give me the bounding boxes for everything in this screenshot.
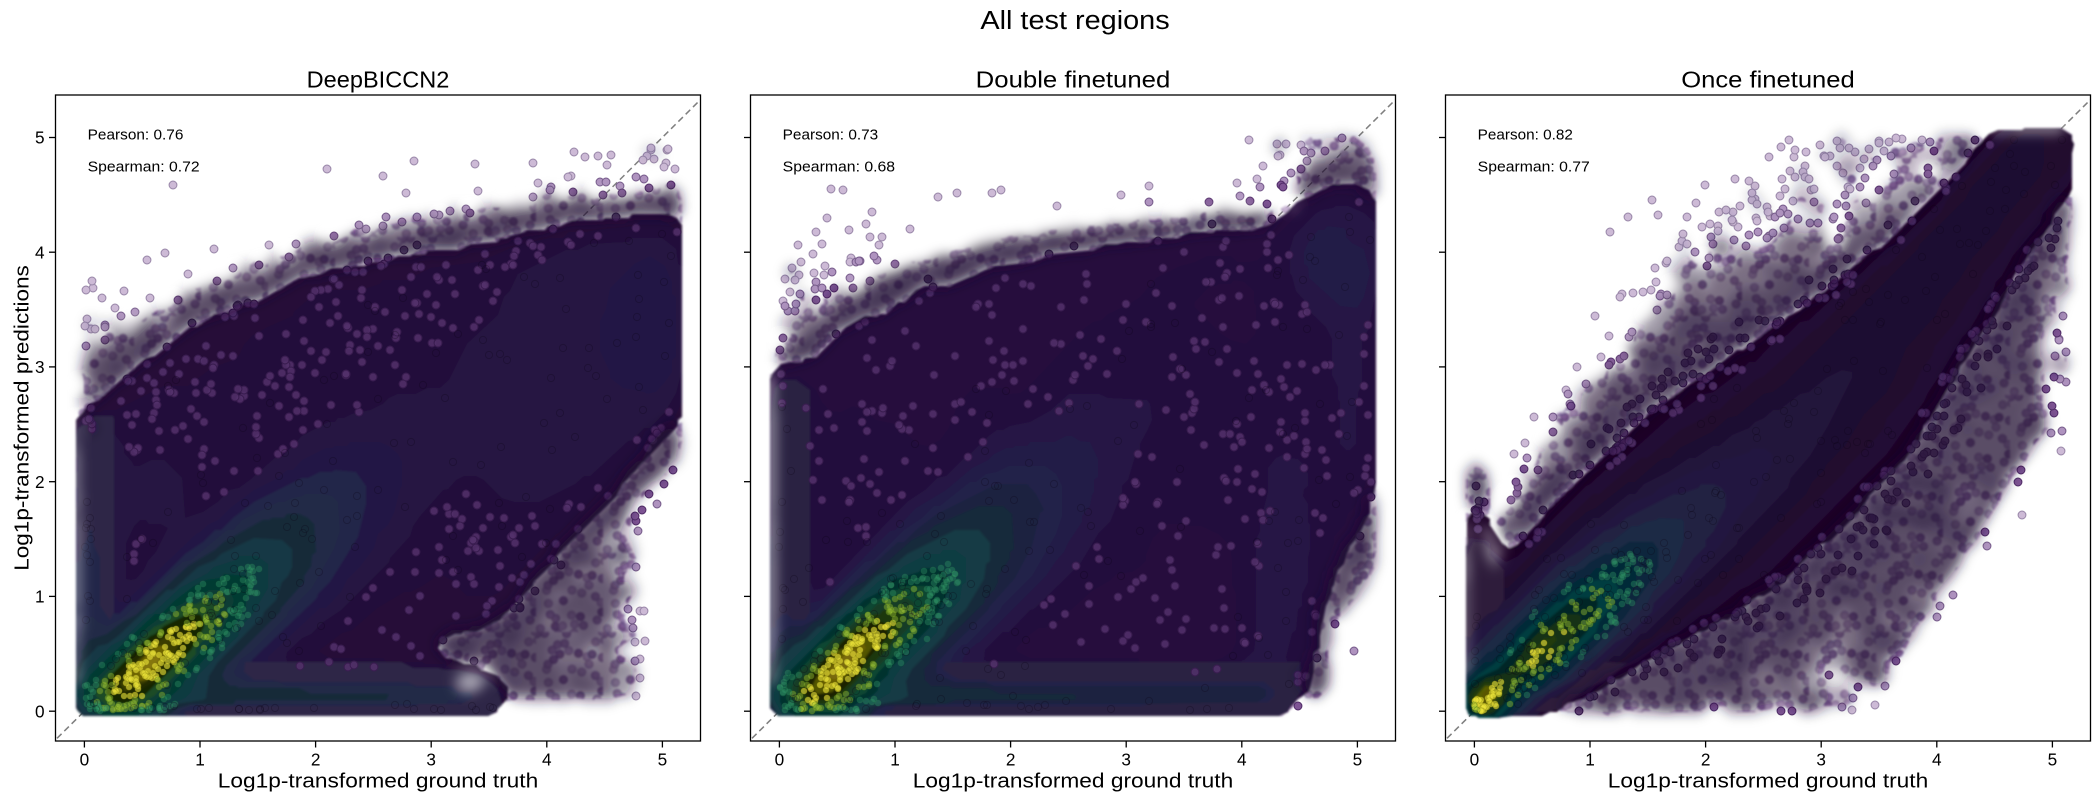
svg-text:1: 1 — [890, 749, 900, 769]
svg-text:Pearson: 0.73: Pearson: 0.73 — [783, 127, 879, 143]
svg-text:2: 2 — [1006, 749, 1016, 769]
svg-text:0: 0 — [35, 701, 45, 721]
svg-text:1: 1 — [1585, 749, 1595, 769]
svg-text:4: 4 — [35, 242, 45, 262]
svg-text:5: 5 — [2048, 749, 2058, 769]
svg-text:Once finetuned: Once finetuned — [1681, 66, 1855, 92]
svg-text:5: 5 — [1353, 749, 1363, 769]
svg-text:3: 3 — [1121, 749, 1131, 769]
svg-text:Spearman: 0.72: Spearman: 0.72 — [88, 160, 200, 176]
svg-text:5: 5 — [35, 128, 45, 148]
svg-text:Log1p-transformed ground truth: Log1p-transformed ground truth — [1608, 771, 1929, 793]
svg-text:Spearman: 0.77: Spearman: 0.77 — [1478, 160, 1590, 176]
svg-text:4: 4 — [542, 749, 552, 769]
svg-text:2: 2 — [35, 472, 45, 492]
svg-text:Log1p-transformed ground truth: Log1p-transformed ground truth — [913, 771, 1234, 793]
svg-text:1: 1 — [35, 587, 45, 607]
svg-text:All test regions: All test regions — [980, 7, 1169, 35]
svg-text:3: 3 — [426, 749, 436, 769]
svg-text:Spearman: 0.68: Spearman: 0.68 — [783, 160, 895, 176]
svg-text:1: 1 — [195, 749, 205, 769]
svg-text:0: 0 — [775, 749, 785, 769]
svg-text:0: 0 — [80, 749, 90, 769]
svg-text:Log1p-transformed ground truth: Log1p-transformed ground truth — [218, 771, 539, 793]
svg-text:5: 5 — [658, 749, 668, 769]
svg-text:2: 2 — [311, 749, 321, 769]
svg-text:Log1p-transformed predictions: Log1p-transformed predictions — [12, 265, 34, 571]
svg-text:Double finetuned: Double finetuned — [976, 66, 1171, 92]
svg-text:0: 0 — [1470, 749, 1480, 769]
svg-text:DeepBICCN2: DeepBICCN2 — [307, 66, 450, 92]
svg-text:4: 4 — [1237, 749, 1247, 769]
svg-text:Pearson: 0.76: Pearson: 0.76 — [88, 127, 184, 143]
svg-text:Pearson: 0.82: Pearson: 0.82 — [1478, 127, 1573, 143]
svg-text:4: 4 — [1932, 749, 1942, 769]
svg-text:3: 3 — [1816, 749, 1826, 769]
svg-text:2: 2 — [1701, 749, 1711, 769]
svg-text:3: 3 — [35, 357, 45, 377]
